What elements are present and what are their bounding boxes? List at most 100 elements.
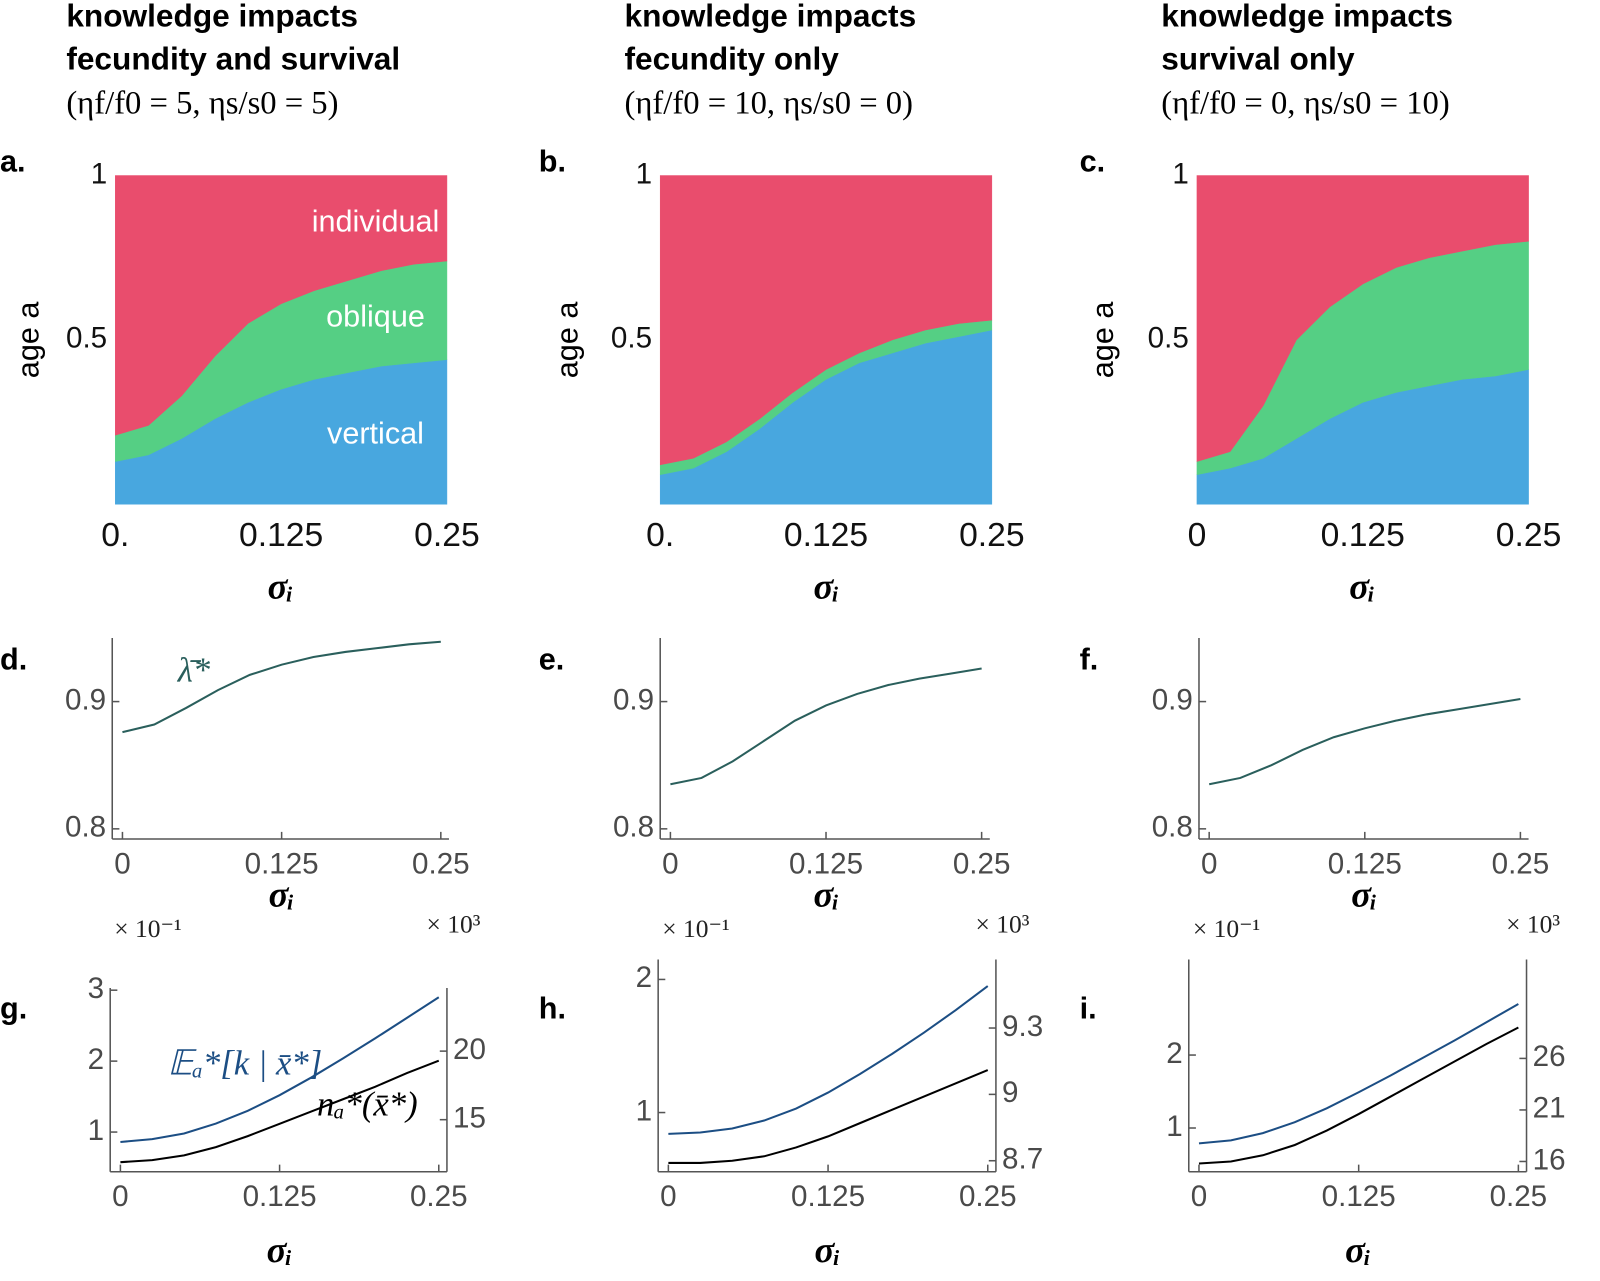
y-tick-label: 1 [1172, 157, 1188, 190]
x-tick-label: 0.125 [784, 517, 868, 554]
y-multiplier: × 10⁻¹ [662, 914, 729, 943]
y-tick-label: 0.5 [611, 322, 652, 355]
y2-tick-label: 20 [453, 1033, 486, 1066]
x-tick-label: 0 [112, 1180, 128, 1213]
y2-tick-label: 15 [453, 1101, 486, 1134]
region [1196, 175, 1529, 462]
region [115, 175, 448, 436]
panel-label: e. [539, 643, 565, 677]
line [668, 985, 989, 1135]
y-tick-label: 0.8 [613, 811, 654, 844]
x-tick-label: 0 [114, 847, 130, 880]
y2-tick-label: 9 [1002, 1076, 1018, 1109]
y2-multiplier: × 10³ [427, 910, 481, 939]
x-tick-label: 0.125 [791, 1180, 865, 1213]
y2-tick-label: 8.7 [1002, 1143, 1043, 1176]
column-subtitle: (ηf/f0 = 10, ηs/s0 = 0) [624, 86, 913, 122]
x-tick-label: 0 [1191, 1180, 1207, 1213]
y-tick-label: 0.5 [66, 322, 107, 355]
column-title: fecundity only [624, 41, 839, 77]
region [659, 175, 993, 466]
y-axis-label: age a [12, 301, 46, 379]
y2-tick-label: 21 [1533, 1092, 1566, 1125]
x-axis-label: σᵢ [269, 874, 295, 915]
x-axis-label: σᵢ [268, 565, 294, 606]
y2-tick-label: 26 [1533, 1040, 1566, 1073]
y-tick-label: 0.8 [1152, 811, 1193, 844]
line [1198, 1003, 1519, 1145]
column-title: survival only [1161, 41, 1355, 77]
y-tick-label: 1 [636, 1094, 652, 1127]
line [668, 1069, 989, 1164]
x-tick-label: 0.25 [414, 517, 480, 554]
x-tick-label: 0 [1201, 847, 1217, 880]
x-tick-label: 0.25 [959, 1180, 1017, 1213]
x-axis-label: σᵢ [267, 1229, 293, 1270]
y-tick-label: 0.5 [1148, 322, 1189, 355]
x-tick-label: 0.25 [1496, 517, 1562, 554]
panel-label: h. [539, 992, 566, 1026]
x-tick-label: 0.125 [243, 1180, 317, 1213]
column-title: knowledge impacts [66, 0, 358, 34]
line [1208, 698, 1521, 786]
x-tick-label: 0. [646, 517, 674, 554]
panel-label: a. [0, 144, 26, 178]
column-title: knowledge impacts [624, 0, 916, 34]
x-tick-label: 0.125 [1321, 517, 1405, 554]
y2-tick-label: 16 [1533, 1143, 1566, 1176]
x-tick-label: 0.25 [953, 847, 1011, 880]
region-label: oblique [326, 300, 425, 334]
y-tick-label: 2 [1166, 1037, 1182, 1070]
x-tick-label: 0.25 [1490, 1180, 1548, 1213]
y-tick-label: 1 [636, 157, 652, 190]
x-axis-label: σᵢ [815, 1229, 841, 1270]
x-tick-label: 0.125 [239, 517, 323, 554]
y-tick-label: 0.9 [1152, 683, 1193, 716]
x-tick-label: 0.25 [412, 847, 470, 880]
panel-label: f. [1080, 643, 1099, 677]
y-tick-label: 0.8 [65, 811, 106, 844]
line [122, 640, 441, 734]
x-tick-label: 0. [101, 517, 129, 554]
y-tick-label: 1 [88, 1114, 104, 1147]
panel-label: g. [0, 992, 27, 1026]
series-label: 𝔼ₐ*[k | x̄*] [168, 1044, 323, 1083]
y-axis-label: age a [550, 301, 584, 379]
y-tick-label: 1 [1166, 1110, 1182, 1143]
x-tick-label: 0 [662, 847, 678, 880]
line [670, 667, 982, 786]
x-tick-label: 0 [660, 1180, 676, 1213]
column-subtitle: (ηf/f0 = 0, ηs/s0 = 10) [1161, 86, 1450, 122]
x-tick-label: 0.25 [410, 1180, 468, 1213]
y-tick-label: 2 [88, 1043, 104, 1076]
x-tick-label: 0.125 [245, 847, 319, 880]
line [120, 1059, 440, 1164]
x-tick-label: 0.125 [1322, 1180, 1396, 1213]
x-tick-label: 0.25 [959, 517, 1025, 554]
column-title: knowledge impacts [1161, 0, 1453, 34]
y-multiplier: × 10⁻¹ [1193, 914, 1260, 943]
x-tick-label: 0.125 [789, 847, 863, 880]
panel-label: b. [539, 144, 566, 178]
column-subtitle: (ηf/f0 = 5, ηs/s0 = 5) [66, 86, 338, 122]
region-label: vertical [327, 416, 424, 450]
y2-multiplier: × 10³ [976, 910, 1030, 939]
y-tick-label: 1 [91, 157, 107, 190]
y-tick-label: 0.9 [613, 683, 654, 716]
panel-label: i. [1080, 992, 1097, 1026]
region-label: individual [312, 204, 440, 238]
column-title: fecundity and survival [66, 41, 400, 77]
x-axis-label: σᵢ [1345, 1229, 1371, 1270]
x-axis-label: σᵢ [1349, 565, 1375, 606]
x-tick-label: 0.25 [1492, 847, 1550, 880]
x-axis-label: σᵢ [1351, 874, 1377, 915]
x-tick-label: 0.125 [1328, 847, 1402, 880]
panel-label: d. [0, 643, 27, 677]
line [1198, 1026, 1519, 1165]
series-label: λ̄* [177, 651, 211, 690]
line [120, 996, 440, 1144]
y-axis-label: age a [1086, 301, 1120, 379]
y-multiplier: × 10⁻¹ [114, 914, 181, 943]
y-tick-label: 3 [88, 972, 104, 1005]
